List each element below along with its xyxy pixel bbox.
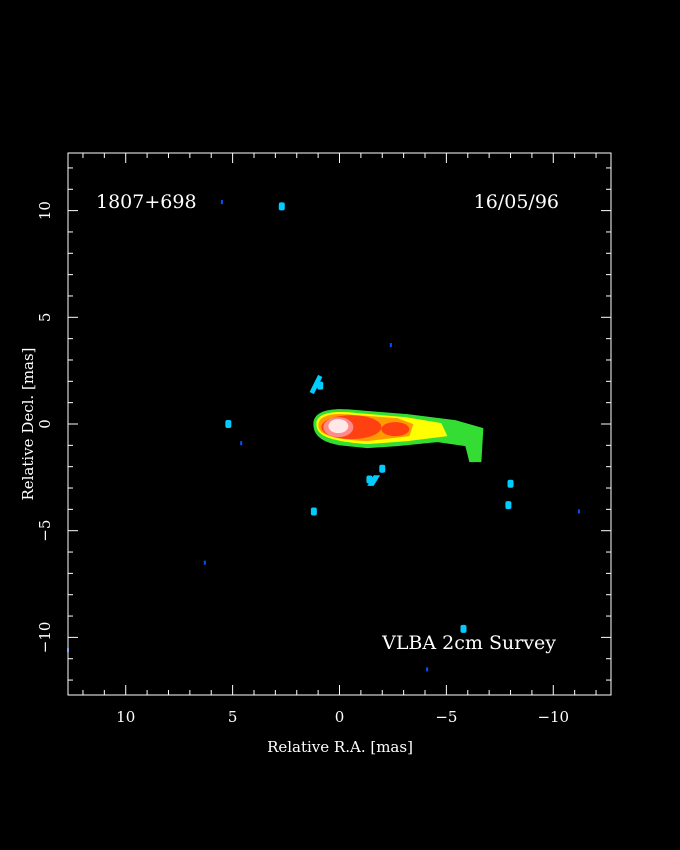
jet-knot-high [381,422,410,437]
epoch-label: 16/05/96 [474,191,559,213]
faint-emission-patch [220,200,223,205]
faint-emission-patch [505,501,512,510]
x-tick-label: 0 [335,708,345,726]
faint-emission-patch [203,560,206,565]
faint-emission-patch [379,464,386,473]
y-tick-label: 10 [36,201,54,220]
image-layer [67,200,580,672]
y-tick-label: 0 [36,419,54,429]
x-tick-label: −5 [435,708,457,726]
y-tick-label: 5 [36,313,54,323]
x-tick-label: 5 [228,708,238,726]
axis-ticks [68,153,611,695]
y-tick-label: −10 [36,622,54,654]
faint-emission-patch [507,479,514,488]
x-tick-label: −10 [537,708,569,726]
core-peak [328,419,349,434]
y-tick-label: −5 [36,520,54,542]
faint-emission-patch [278,202,285,211]
faint-emission-patch [426,667,429,672]
source-name-label: 1807+698 [96,191,197,213]
survey-label: VLBA 2cm Survey [381,632,556,654]
faint-emission-patch [460,624,467,633]
faint-emission-streak [367,475,381,486]
y-axis-label: Relative Decl. [mas] [19,347,37,500]
faint-emission-patch [225,420,232,428]
faint-emission-streak [309,374,323,395]
tick-labels: 10 5 0 −5 −10 10 5 0 −5 −10 [36,201,569,726]
faint-emission-patch [577,509,580,514]
faint-emission-patch [389,343,392,348]
faint-emission-patch [310,507,317,516]
faint-emission-patch [240,441,243,446]
x-tick-label: 10 [116,708,135,726]
x-axis-label: Relative R.A. [mas] [267,738,413,756]
